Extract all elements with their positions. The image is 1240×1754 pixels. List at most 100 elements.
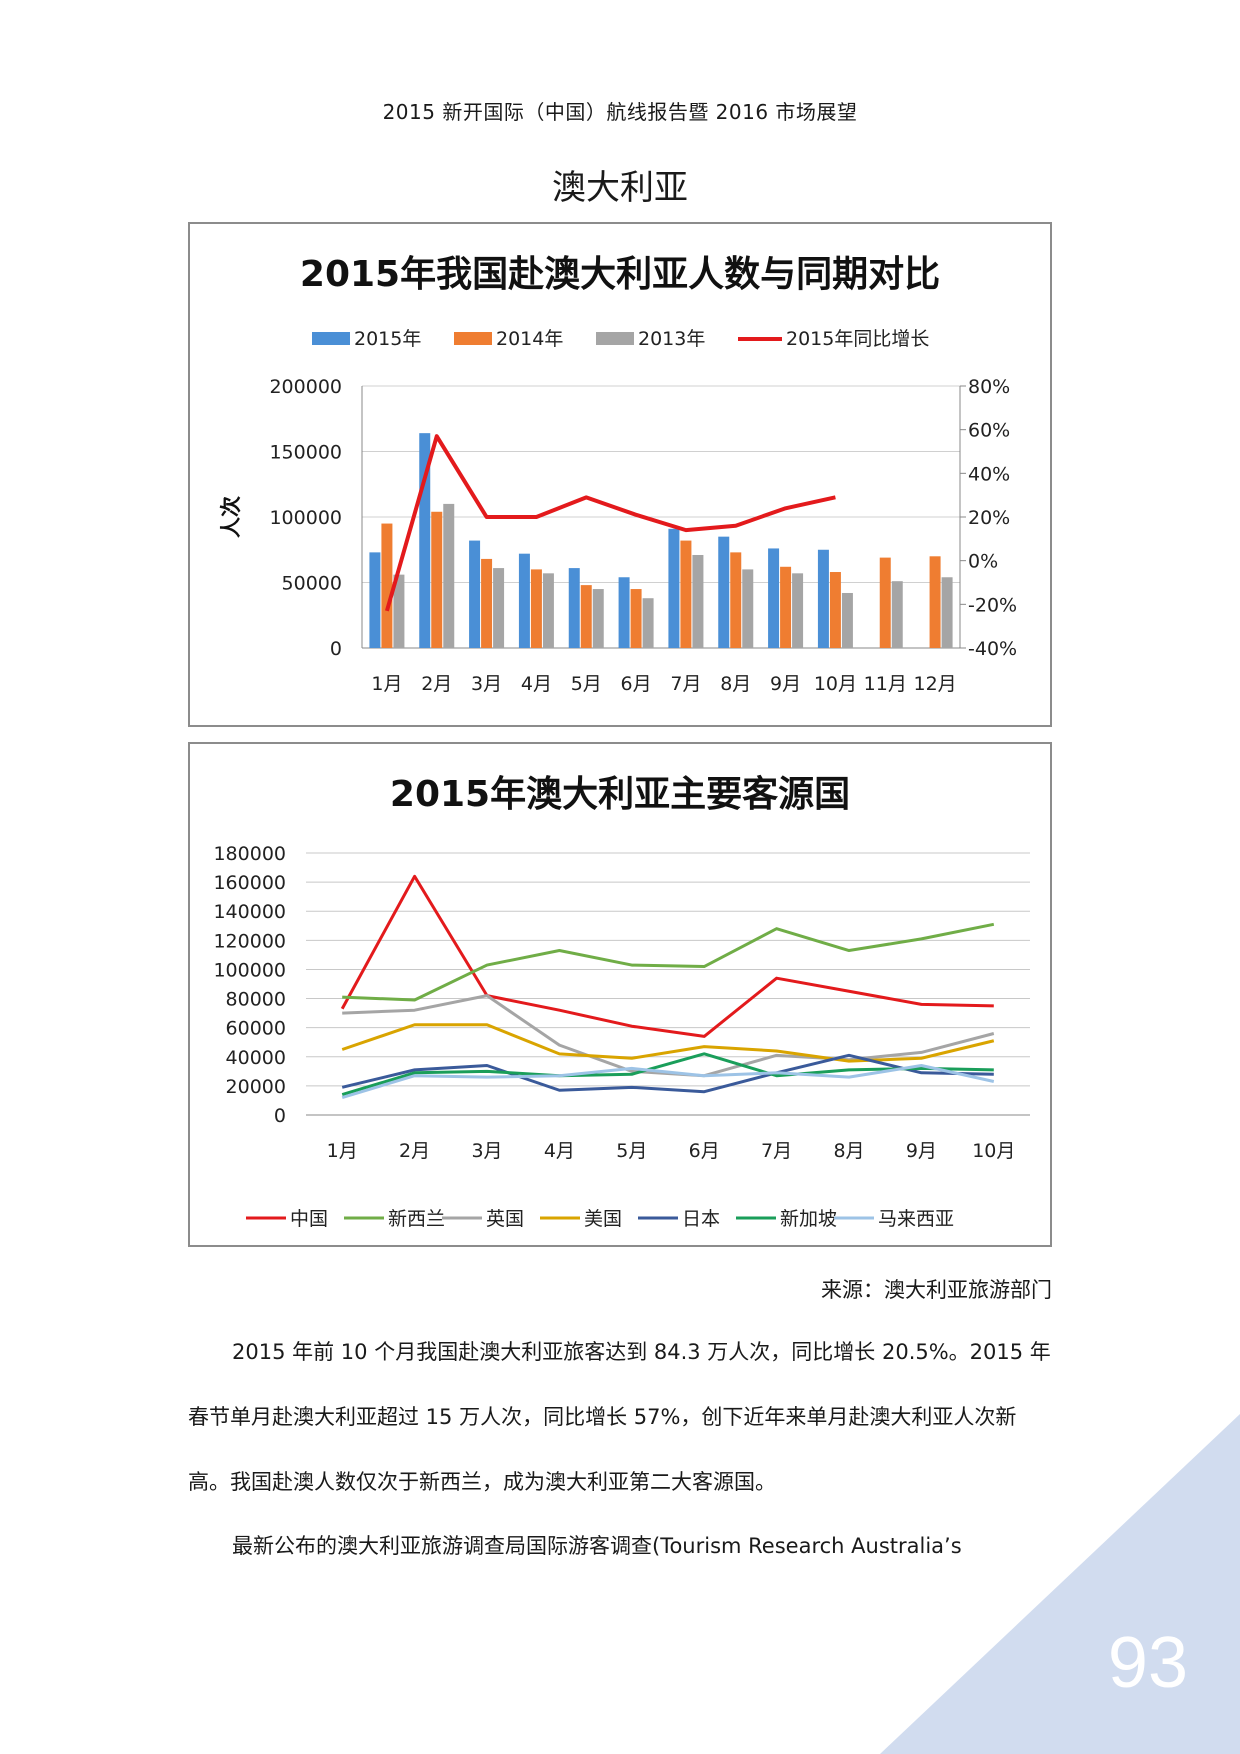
- bar: [493, 568, 505, 648]
- legend-label: 日本: [682, 1208, 720, 1230]
- y-tick-label: 40000: [226, 1047, 286, 1069]
- bar: [481, 558, 493, 648]
- bar: [518, 553, 530, 648]
- x-tick-label: 5月: [571, 673, 602, 695]
- legend-label: 马来西亚: [878, 1208, 954, 1230]
- x-tick-label: 9月: [906, 1140, 937, 1162]
- series-line-growth: [384, 434, 836, 612]
- bar: [929, 556, 941, 648]
- legend-label: 2013年: [638, 328, 705, 350]
- bar: [829, 572, 841, 648]
- x-tick-label: 6月: [689, 1140, 720, 1162]
- bar: [768, 548, 780, 648]
- y-tick-label: 0: [274, 1105, 286, 1127]
- source-note: 来源：澳大利亚旅游部门: [821, 1278, 1052, 1302]
- bar: [780, 566, 792, 648]
- x-tick-label: 10月: [814, 673, 857, 695]
- series-line: [340, 874, 994, 1038]
- chart-visitors-comparison-svg: 2015年我国赴澳大利亚人数与同期对比 2015年 2014年 2013年 2015年同…: [219, 254, 1017, 695]
- bar: [792, 573, 804, 648]
- page-header: 2015 新开国际（中国）航线报告暨 2016 市场展望: [382, 100, 858, 124]
- bar: [393, 574, 405, 648]
- legend-label: 2014年: [496, 328, 563, 350]
- legend-label: 2015年同比增长: [786, 328, 929, 350]
- y2-tick-label: 40%: [968, 463, 1010, 485]
- bar: [630, 589, 642, 648]
- bar: [718, 536, 730, 648]
- bar: [692, 554, 704, 648]
- x-tick-label: 6月: [621, 673, 652, 695]
- x-tick-label: 11月: [864, 673, 907, 695]
- bar: [530, 569, 542, 648]
- bar: [592, 589, 604, 648]
- x-tick-label: 2月: [421, 673, 452, 695]
- bar: [668, 528, 680, 648]
- y-tick-label: 160000: [213, 872, 286, 894]
- bar: [642, 598, 654, 648]
- chart-visitors-comparison: 2015年我国赴澳大利亚人数与同期对比 2015年 2014年 2013年 2015年同…: [188, 222, 1052, 727]
- x-tick-label: 7月: [761, 1140, 792, 1162]
- legend-label: 美国: [584, 1208, 622, 1230]
- y-axis-label: 人次: [219, 496, 243, 538]
- bar: [941, 577, 953, 648]
- legend-label: 新西兰: [388, 1208, 445, 1230]
- legend-label: 新加坡: [780, 1208, 837, 1230]
- series-line: [341, 1023, 995, 1063]
- y2-tick-label: -20%: [968, 594, 1017, 616]
- bar: [730, 552, 742, 648]
- x-tick-label: 7月: [670, 673, 701, 695]
- series-line: [341, 1064, 995, 1099]
- y-tick-label: 60000: [226, 1018, 286, 1040]
- bar: [742, 569, 754, 648]
- bar: [369, 552, 381, 648]
- section-title: 澳大利亚: [552, 168, 688, 208]
- y-tick-label: 50000: [282, 573, 342, 595]
- bar: [469, 540, 481, 648]
- x-tick-label: 9月: [770, 673, 801, 695]
- y-tick-label: 180000: [213, 843, 286, 865]
- series-line: [342, 922, 995, 1002]
- chart-title: 2015年我国赴澳大利亚人数与同期对比: [300, 254, 940, 295]
- legend-label: 中国: [290, 1208, 328, 1230]
- x-tick-label: 8月: [720, 673, 751, 695]
- chart-source-markets: 2015年澳大利亚主要客源国 180000 160000 140000 120000 10…: [188, 742, 1052, 1247]
- bar: [680, 540, 692, 648]
- x-tick-label: 12月: [913, 673, 956, 695]
- bar: [443, 503, 455, 648]
- bar: [431, 511, 443, 648]
- x-tick-label: 10月: [972, 1140, 1015, 1162]
- chart-source-markets-svg: 2015年澳大利亚主要客源国 180000 160000 140000 120000 10…: [213, 774, 1030, 1230]
- bar: [542, 573, 554, 648]
- bar: [841, 592, 853, 648]
- x-tick-label: 8月: [833, 1140, 864, 1162]
- bar: [381, 523, 393, 648]
- x-tick-label: 4月: [521, 673, 552, 695]
- bar: [817, 549, 829, 648]
- y-tick-label: 140000: [213, 901, 286, 923]
- y2-tick-label: -40%: [968, 638, 1017, 660]
- body-paragraph-1: 2015 年前 10 个月我国赴澳大利亚旅客达到 84.3 万人次，同比增长 2…: [188, 1340, 1051, 1494]
- legend-label: 英国: [486, 1208, 524, 1230]
- y2-tick-label: 20%: [968, 507, 1010, 529]
- y-tick-label: 200000: [269, 376, 342, 398]
- y-tick-label: 100000: [213, 959, 286, 981]
- x-tick-label: 5月: [616, 1140, 647, 1162]
- bar: [618, 577, 630, 648]
- chart-title: 2015年澳大利亚主要客源国: [390, 774, 850, 815]
- y-tick-label: 120000: [213, 930, 286, 952]
- bar: [568, 568, 580, 648]
- x-tick-label: 3月: [471, 673, 502, 695]
- legend-swatch: [454, 332, 492, 345]
- series-line: [341, 1053, 994, 1094]
- bar: [580, 585, 592, 648]
- x-tick-label: 2月: [399, 1140, 430, 1162]
- y-tick-label: 20000: [226, 1076, 286, 1098]
- y-tick-label: 150000: [269, 442, 342, 464]
- y2-tick-label: 0%: [968, 551, 998, 573]
- page-number: 93: [1107, 1623, 1188, 1703]
- bar: [891, 581, 903, 648]
- y-tick-label: 100000: [269, 507, 342, 529]
- x-tick-label: 1月: [327, 1140, 358, 1162]
- series-line: [341, 1052, 994, 1097]
- x-tick-label: 3月: [471, 1140, 502, 1162]
